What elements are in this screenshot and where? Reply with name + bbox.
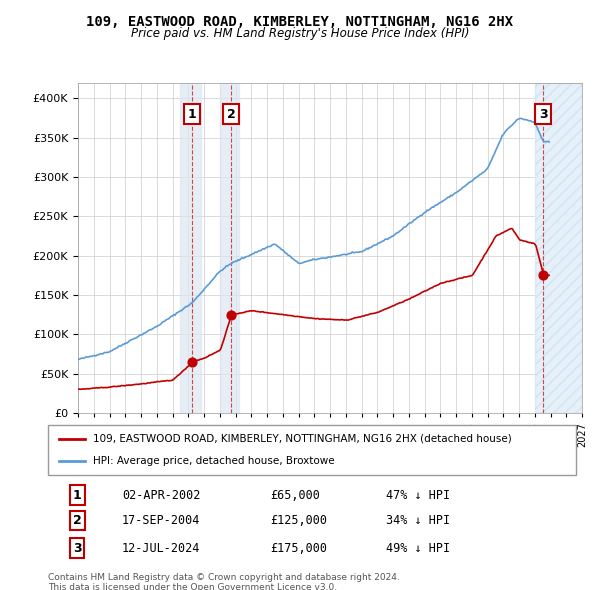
Text: £65,000: £65,000 (270, 489, 320, 502)
Point (538, 271, 548, 280)
Text: 34% ↓ HPI: 34% ↓ HPI (386, 514, 450, 527)
Text: 47% ↓ HPI: 47% ↓ HPI (386, 489, 450, 502)
Point (187, 357, 197, 366)
Bar (181, 83, 201, 413)
Text: 3: 3 (73, 542, 82, 555)
FancyBboxPatch shape (48, 425, 576, 475)
Text: £125,000: £125,000 (270, 514, 327, 527)
Text: 109, EASTWOOD ROAD, KIMBERLEY, NOTTINGHAM, NG16 2HX: 109, EASTWOOD ROAD, KIMBERLEY, NOTTINGHA… (86, 15, 514, 29)
Bar (535, 83, 582, 413)
Text: 2: 2 (227, 107, 235, 120)
Point (226, 310, 236, 319)
Bar (220, 83, 239, 413)
Text: £175,000: £175,000 (270, 542, 327, 555)
Text: 3: 3 (539, 107, 547, 120)
Text: 2: 2 (73, 514, 82, 527)
Text: 02-APR-2002: 02-APR-2002 (122, 489, 200, 502)
Text: 109, EASTWOOD ROAD, KIMBERLEY, NOTTINGHAM, NG16 2HX (detached house): 109, EASTWOOD ROAD, KIMBERLEY, NOTTINGHA… (93, 434, 512, 444)
Text: 1: 1 (73, 489, 82, 502)
Text: Price paid vs. HM Land Registry's House Price Index (HPI): Price paid vs. HM Land Registry's House … (131, 27, 469, 40)
Text: This data is licensed under the Open Government Licence v3.0.: This data is licensed under the Open Gov… (48, 583, 337, 590)
Text: 12-JUL-2024: 12-JUL-2024 (122, 542, 200, 555)
Text: 1: 1 (188, 107, 197, 120)
Text: Contains HM Land Registry data © Crown copyright and database right 2024.: Contains HM Land Registry data © Crown c… (48, 573, 400, 582)
Text: HPI: Average price, detached house, Broxtowe: HPI: Average price, detached house, Brox… (93, 456, 335, 466)
Text: 17-SEP-2004: 17-SEP-2004 (122, 514, 200, 527)
Bar (535, 83, 582, 413)
Text: 49% ↓ HPI: 49% ↓ HPI (386, 542, 450, 555)
